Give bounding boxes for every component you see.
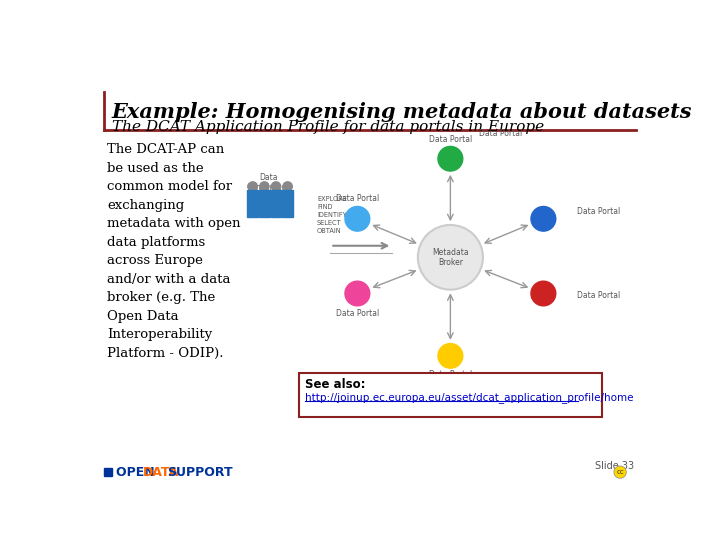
Text: OPEN: OPEN xyxy=(116,465,158,478)
Text: Data Portal: Data Portal xyxy=(428,135,472,144)
Text: Data Portal: Data Portal xyxy=(577,291,620,300)
Circle shape xyxy=(418,225,483,289)
Text: SUPPORT: SUPPORT xyxy=(168,465,233,478)
Circle shape xyxy=(248,182,258,191)
Circle shape xyxy=(283,182,292,191)
FancyBboxPatch shape xyxy=(300,373,601,417)
Bar xyxy=(282,190,293,217)
Text: DATA: DATA xyxy=(143,465,179,478)
Bar xyxy=(259,190,270,217)
Bar xyxy=(248,190,258,217)
Text: Example: Homogenising metadata about datasets: Example: Homogenising metadata about dat… xyxy=(112,102,692,122)
Text: Slide 33: Slide 33 xyxy=(595,461,634,470)
Text: cc: cc xyxy=(616,469,624,475)
Circle shape xyxy=(531,206,556,231)
Text: The DCAT-AP can
be used as the
common model for
exchanging
metadata with open
da: The DCAT-AP can be used as the common mo… xyxy=(107,143,240,360)
Text: The DCAT Application Profile for data portals in Europe: The DCAT Application Profile for data po… xyxy=(112,120,544,134)
Text: Data Portal: Data Portal xyxy=(336,194,379,204)
Circle shape xyxy=(438,343,463,368)
Text: Data Portal: Data Portal xyxy=(577,207,620,215)
Text: Data Portal: Data Portal xyxy=(479,129,523,138)
Text: Metadata
Broker: Metadata Broker xyxy=(432,248,469,267)
Circle shape xyxy=(271,182,281,191)
Text: Data
Consumers: Data Consumers xyxy=(247,173,289,192)
Text: http://joinup.ec.europa.eu/asset/dcat_application_profile/home: http://joinup.ec.europa.eu/asset/dcat_ap… xyxy=(305,392,634,403)
Bar xyxy=(104,468,112,476)
Text: EXPLORE
FIND
IDENTIFY
SELECT
OBTAIN: EXPLORE FIND IDENTIFY SELECT OBTAIN xyxy=(317,195,347,234)
Circle shape xyxy=(260,182,269,191)
Text: Data Portal: Data Portal xyxy=(428,370,472,380)
Circle shape xyxy=(614,466,626,478)
Circle shape xyxy=(345,206,370,231)
Text: See also:: See also: xyxy=(305,378,366,391)
Circle shape xyxy=(345,281,370,306)
Text: Data Portal: Data Portal xyxy=(336,309,379,318)
Bar xyxy=(271,190,282,217)
Circle shape xyxy=(531,281,556,306)
Circle shape xyxy=(438,146,463,171)
